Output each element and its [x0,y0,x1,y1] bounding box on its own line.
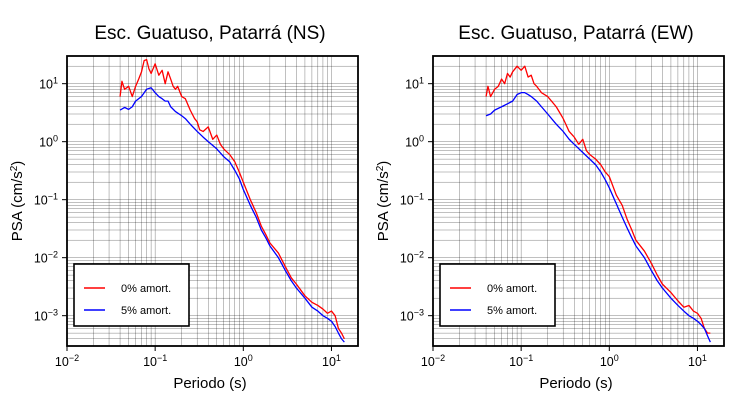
y-tick-label: 101 [405,76,424,92]
y-tick-label: 10−2 [34,250,58,266]
legend-box [73,263,190,327]
series-layer [119,58,345,343]
legend: 0% amort. 5% amort. [73,263,190,327]
y-tick-label: 10−2 [400,250,424,266]
chart-title: Esc. Guatuso, Patarrá (NS) [94,23,325,44]
x-axis-label: Periodo (s) [539,375,612,392]
x-tick-label: 100 [600,353,619,369]
legend-label: 5% amort. [121,305,171,317]
ticks: 10−2 10−1 100 101 10−3 10−2 10−1 100 101 [400,76,707,369]
y-tick-label: 10−1 [400,192,424,208]
legend: 0% amort. 5% amort. [439,263,556,327]
x-tick-label: 10−2 [55,353,79,369]
x-tick-label: 100 [234,353,253,369]
chart-panel-ns: Esc. Guatuso, Patarrá (NS) 10−2 10−1 100 10… [9,23,359,392]
x-axis-label: Periodo (s) [173,375,246,392]
series-layer [485,65,711,343]
series-line [485,92,711,343]
y-tick-label: 10−3 [34,308,58,324]
legend-label: 0% amort. [487,283,537,295]
chart-panel-ew: Esc. Guatuso, Patarrá (EW) 10−2 10−1 100 10… [375,23,725,392]
plot-frame [432,55,725,347]
y-axis-label: PSA (cm/s2) [375,161,393,242]
legend-box [439,263,556,327]
y-tick-label: 101 [39,76,58,92]
series-line [119,87,345,343]
plot-frame [66,55,359,347]
x-tick-label: 10−2 [421,353,445,369]
y-tick-label: 10−3 [400,308,424,324]
series-line [485,65,711,334]
y-axis-label: PSA (cm/s2) [9,161,27,242]
legend-label: 5% amort. [487,305,537,317]
y-tick-label: 100 [39,134,58,150]
x-tick-label: 10−1 [143,353,167,369]
legend-label: 0% amort. [121,283,171,295]
y-tick-label: 100 [405,134,424,150]
x-tick-label: 101 [688,353,707,369]
x-tick-label: 10−1 [509,353,533,369]
series-line [119,58,345,340]
y-tick-label: 10−1 [34,192,58,208]
ticks: 10−2 10−1 100 101 10−3 10−2 10−1 100 101 [34,76,341,369]
chart-title: Esc. Guatuso, Patarrá (EW) [458,23,693,44]
x-tick-label: 101 [322,353,341,369]
